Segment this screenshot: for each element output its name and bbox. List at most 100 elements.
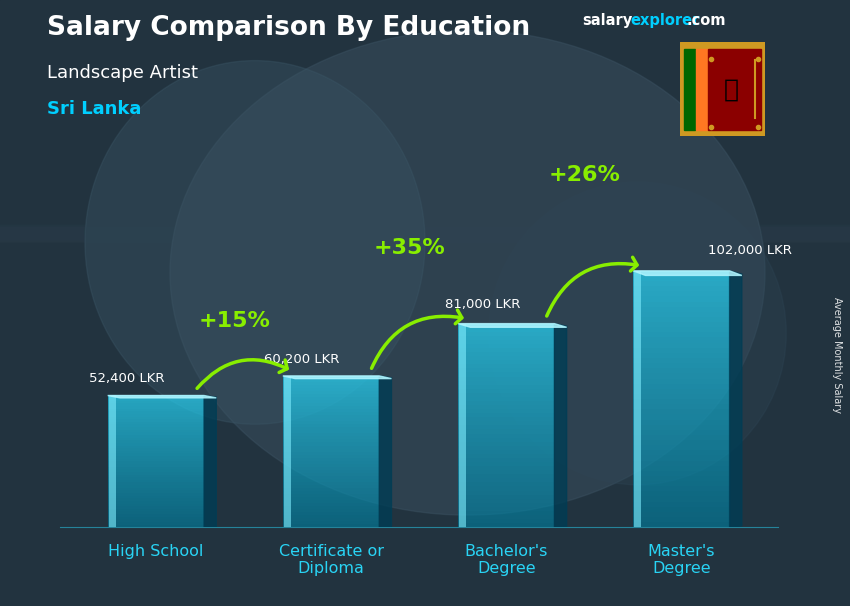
Bar [283, 400, 379, 403]
Bar [458, 348, 554, 352]
Bar [283, 436, 379, 439]
Bar [459, 324, 466, 527]
Bar [108, 485, 204, 488]
Bar [458, 413, 554, 418]
Bar [108, 506, 204, 509]
Bar [458, 507, 554, 511]
Text: +35%: +35% [374, 238, 445, 258]
Text: Average Monthly Salary: Average Monthly Salary [832, 296, 842, 413]
Bar [633, 373, 729, 379]
Bar [283, 476, 379, 479]
Bar [458, 328, 554, 331]
Bar [458, 324, 554, 328]
Bar [108, 398, 204, 401]
Bar [283, 433, 379, 436]
Bar [283, 430, 379, 433]
Bar [458, 494, 554, 499]
Bar [633, 481, 729, 486]
Text: explorer: explorer [631, 13, 700, 28]
Bar [283, 491, 379, 494]
Bar [633, 465, 729, 471]
Bar [283, 388, 379, 391]
Bar [708, 49, 761, 130]
Bar [458, 393, 554, 397]
Text: .com: .com [687, 13, 726, 28]
Bar [683, 49, 694, 130]
Bar [108, 490, 204, 493]
Bar [633, 456, 729, 461]
Bar [108, 501, 204, 504]
Bar [458, 405, 554, 409]
Bar [108, 435, 204, 438]
Bar [633, 415, 729, 419]
Bar [283, 382, 379, 385]
Bar [108, 511, 204, 514]
Bar [458, 474, 554, 478]
Bar [108, 411, 204, 414]
Bar [108, 459, 204, 461]
Bar [458, 376, 554, 381]
Text: +15%: +15% [199, 311, 270, 331]
Bar [283, 482, 379, 485]
Bar [283, 397, 379, 400]
Bar [633, 302, 729, 307]
FancyBboxPatch shape [680, 42, 765, 136]
Bar [458, 336, 554, 340]
Bar [633, 399, 729, 404]
Bar [458, 458, 554, 462]
Bar [283, 409, 379, 412]
Polygon shape [108, 396, 216, 398]
Bar [0, 221, 850, 236]
Bar [458, 360, 554, 364]
Ellipse shape [170, 30, 765, 515]
Bar [108, 461, 204, 464]
Bar [283, 415, 379, 418]
Bar [108, 430, 204, 432]
Bar [108, 445, 204, 448]
Bar [633, 425, 729, 430]
Bar [633, 307, 729, 312]
Bar [458, 442, 554, 446]
Bar [0, 226, 850, 241]
Bar [283, 494, 379, 497]
Bar [696, 49, 707, 130]
Bar [283, 427, 379, 430]
Bar [633, 435, 729, 440]
Bar [108, 416, 204, 419]
Bar [633, 296, 729, 302]
Bar [633, 368, 729, 373]
Bar [283, 418, 379, 421]
Bar [458, 331, 554, 336]
Bar [108, 453, 204, 456]
Bar [108, 469, 204, 472]
Bar [633, 419, 729, 425]
Bar [0, 218, 850, 233]
Bar [633, 512, 729, 517]
Bar [108, 493, 204, 496]
Bar [458, 503, 554, 507]
Ellipse shape [489, 182, 786, 485]
Bar [0, 224, 850, 239]
Bar [108, 514, 204, 517]
Bar [633, 291, 729, 296]
Bar [108, 517, 204, 519]
Polygon shape [379, 376, 392, 527]
Bar [283, 445, 379, 448]
Bar [633, 358, 729, 363]
Bar [458, 344, 554, 348]
Bar [283, 470, 379, 473]
Bar [283, 515, 379, 518]
Bar [283, 394, 379, 397]
Polygon shape [729, 271, 742, 527]
Bar [633, 281, 729, 286]
Bar [283, 500, 379, 503]
Bar [458, 482, 554, 487]
Bar [633, 353, 729, 358]
Bar [283, 458, 379, 461]
Bar [108, 432, 204, 435]
Bar [0, 221, 850, 236]
Bar [0, 218, 850, 233]
Bar [283, 424, 379, 427]
Bar [283, 464, 379, 467]
Bar [283, 421, 379, 424]
